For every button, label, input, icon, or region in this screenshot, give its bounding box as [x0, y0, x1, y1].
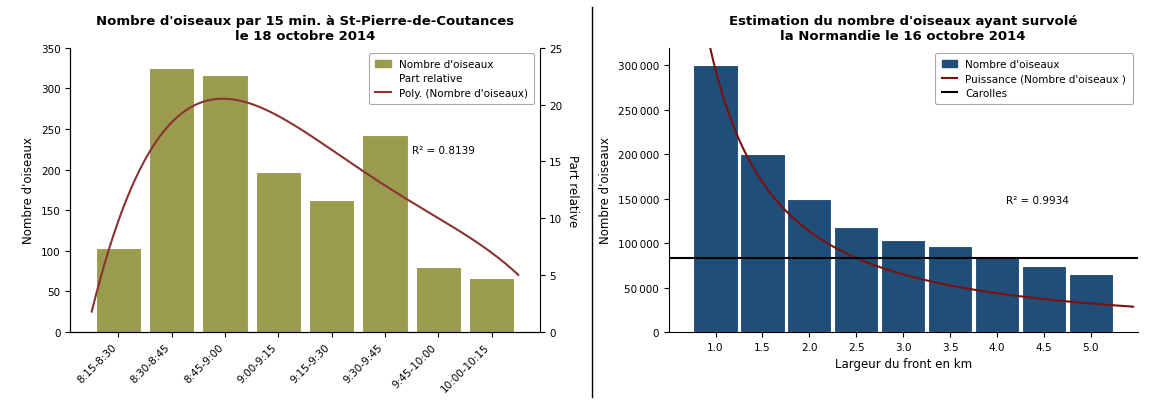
Legend: Nombre d'oiseaux, Puissance (Nombre d'oiseaux ), Carolles: Nombre d'oiseaux, Puissance (Nombre d'oi…	[935, 54, 1133, 104]
Title: Estimation du nombre d'oiseaux ayant survolé
la Normandie le 16 octobre 2014: Estimation du nombre d'oiseaux ayant sur…	[730, 15, 1077, 43]
Title: Nombre d'oiseaux par 15 min. à St-Pierre-de-Coutances
le 18 octobre 2014: Nombre d'oiseaux par 15 min. à St-Pierre…	[96, 15, 514, 43]
Bar	[740, 155, 785, 332]
Bar	[96, 249, 141, 332]
Text: R² = 0.8139: R² = 0.8139	[412, 146, 475, 156]
Bar	[308, 200, 354, 332]
Text: R² = 0.9934: R² = 0.9934	[1006, 196, 1070, 206]
Bar	[975, 256, 1019, 332]
Bar	[834, 228, 879, 332]
Y-axis label: Nombre d'oiseaux: Nombre d'oiseaux	[599, 137, 612, 244]
Bar	[1022, 266, 1066, 332]
Bar	[202, 75, 248, 332]
Bar	[787, 199, 832, 332]
Bar	[881, 241, 925, 332]
Bar	[469, 278, 514, 332]
Bar	[693, 66, 738, 332]
Bar	[1069, 275, 1113, 332]
Y-axis label: Part relative: Part relative	[567, 154, 579, 226]
Bar	[256, 173, 301, 332]
Bar	[362, 135, 408, 332]
Bar	[928, 246, 972, 332]
X-axis label: Largeur du front en km: Largeur du front en km	[835, 357, 971, 370]
Legend: Nombre d'oiseaux, Part relative, Poly. (Nombre d'oiseaux): Nombre d'oiseaux, Part relative, Poly. (…	[369, 54, 535, 104]
Bar	[415, 267, 461, 332]
Y-axis label: Nombre d'oiseaux: Nombre d'oiseaux	[22, 137, 35, 244]
Bar	[149, 69, 195, 332]
